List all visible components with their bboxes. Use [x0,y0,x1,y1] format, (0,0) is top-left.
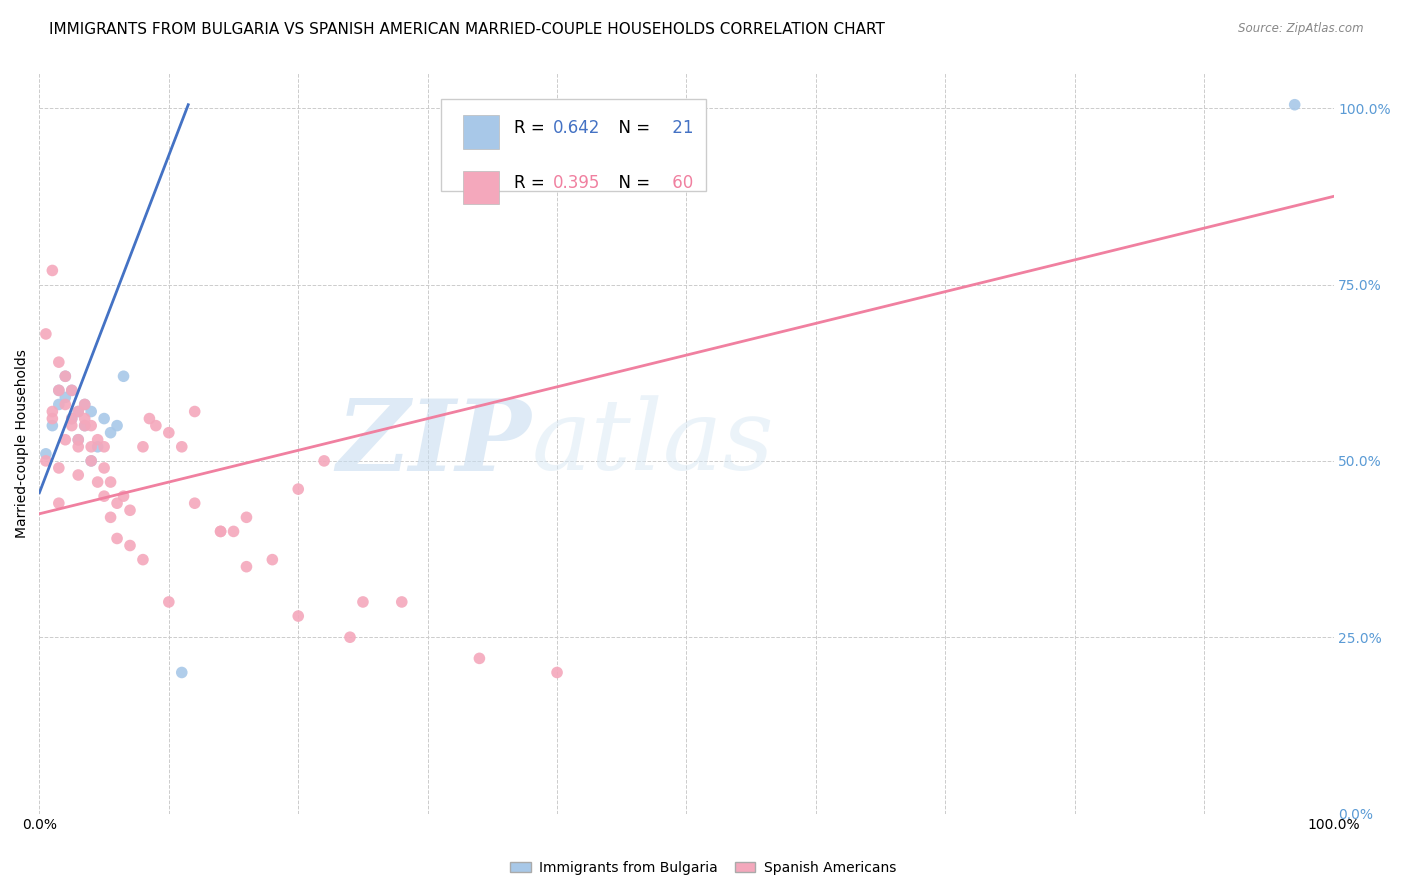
Point [105,418,128,433]
Point [60,418,83,433]
Point [53,369,76,384]
Point [209,524,232,539]
Point [118,539,141,553]
Point [73,411,96,425]
Point [112,489,135,503]
Point [48,384,70,398]
Text: 21: 21 [666,119,693,136]
Point [53,369,76,384]
Point [157,425,180,440]
Point [67,433,90,447]
Point [118,503,141,517]
Point [1284,97,1306,112]
Legend: Immigrants from Bulgaria, Spanish Americans: Immigrants from Bulgaria, Spanish Americ… [505,855,901,880]
Point [145,418,167,433]
Point [73,397,96,411]
Point [53,397,76,411]
Point [546,665,568,680]
Point [183,496,205,510]
Point [67,468,90,483]
Point [60,411,83,425]
Point [93,411,115,425]
Text: Source: ZipAtlas.com: Source: ZipAtlas.com [1239,22,1364,36]
Y-axis label: Married-couple Households: Married-couple Households [15,349,30,538]
Point [73,397,96,411]
Text: ZIP: ZIP [336,395,531,491]
Point [73,418,96,433]
Point [132,552,155,566]
Text: IMMIGRANTS FROM BULGARIA VS SPANISH AMERICAN MARRIED-COUPLE HOUSEHOLDS CORRELATI: IMMIGRANTS FROM BULGARIA VS SPANISH AMER… [49,22,886,37]
Point [67,433,90,447]
Text: N =: N = [607,175,655,193]
Point [86,433,108,447]
Point [235,510,257,524]
FancyBboxPatch shape [463,170,499,204]
Point [93,489,115,503]
Point [93,461,115,475]
Point [41,404,63,418]
Point [80,440,103,454]
Text: 0.642: 0.642 [553,119,600,136]
Point [100,475,122,489]
Point [80,454,103,468]
Point [105,496,128,510]
Point [314,454,336,468]
Point [138,411,160,425]
Text: 0.395: 0.395 [553,175,600,193]
Point [93,440,115,454]
Point [60,384,83,398]
Point [339,630,361,644]
Text: 60: 60 [666,175,693,193]
Text: N =: N = [607,119,655,136]
Point [48,461,70,475]
Point [53,391,76,405]
Point [183,404,205,418]
Point [157,595,180,609]
Text: atlas: atlas [531,396,773,491]
Point [209,524,232,539]
Point [262,552,284,566]
Point [41,411,63,425]
Text: R =: R = [515,119,550,136]
Point [53,433,76,447]
Point [86,440,108,454]
Point [73,418,96,433]
Point [41,263,63,277]
Point [235,559,257,574]
Point [105,532,128,546]
Point [48,496,70,510]
Point [35,326,58,341]
Point [48,384,70,398]
Point [80,404,103,418]
FancyBboxPatch shape [440,99,706,192]
Point [35,447,58,461]
Point [41,418,63,433]
Point [170,440,193,454]
Point [48,355,70,369]
FancyBboxPatch shape [463,115,499,148]
Point [170,665,193,680]
Point [67,440,90,454]
Point [100,425,122,440]
Point [80,418,103,433]
Point [287,482,309,496]
Point [468,651,491,665]
Point [60,384,83,398]
Point [132,440,155,454]
Point [80,454,103,468]
Point [391,595,413,609]
Point [48,397,70,411]
Point [35,454,58,468]
Point [222,524,245,539]
Point [287,609,309,624]
Point [112,369,135,384]
Point [67,404,90,418]
Point [100,510,122,524]
Point [352,595,374,609]
Point [60,411,83,425]
Text: R =: R = [515,175,550,193]
Point [67,404,90,418]
Point [86,475,108,489]
